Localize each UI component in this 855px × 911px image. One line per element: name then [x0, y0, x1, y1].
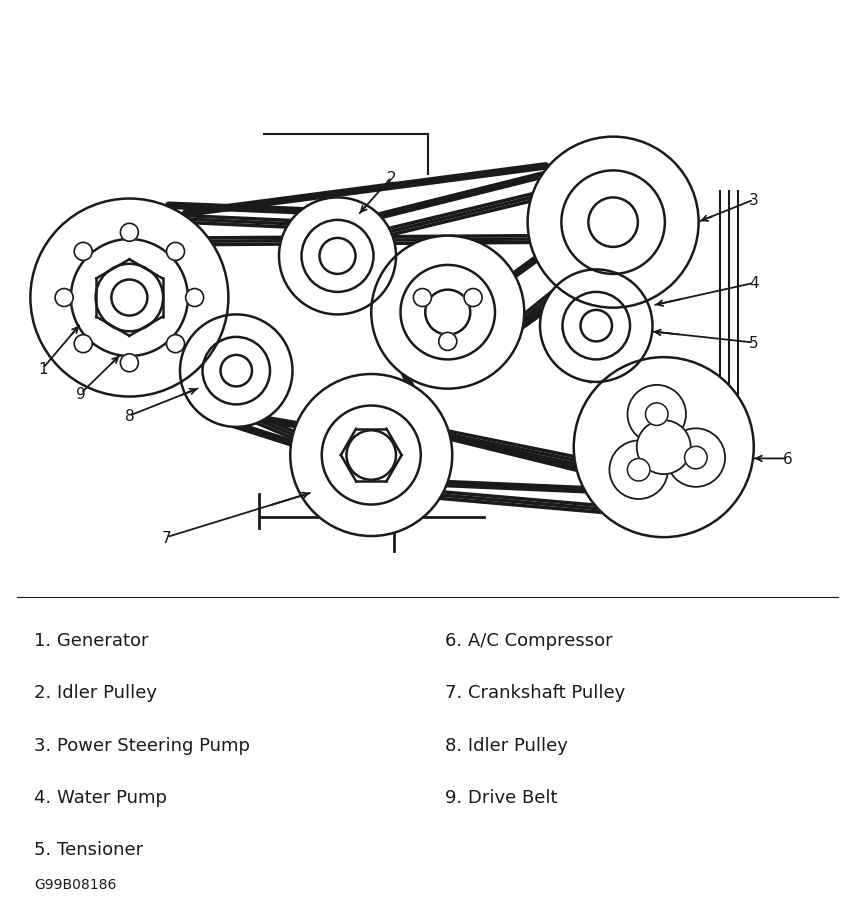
- Circle shape: [425, 291, 470, 335]
- Text: 4: 4: [749, 276, 758, 292]
- Circle shape: [464, 289, 482, 307]
- Text: 2. Idler Pulley: 2. Idler Pulley: [34, 683, 157, 701]
- Circle shape: [610, 441, 668, 499]
- Text: 6: 6: [782, 452, 793, 466]
- Circle shape: [439, 333, 457, 351]
- Circle shape: [414, 289, 432, 307]
- Circle shape: [581, 311, 612, 342]
- Circle shape: [320, 239, 356, 274]
- Circle shape: [180, 315, 292, 427]
- Text: 5. Tensioner: 5. Tensioner: [34, 840, 144, 858]
- Circle shape: [279, 199, 396, 315]
- Circle shape: [400, 266, 495, 360]
- Text: 5: 5: [749, 335, 758, 351]
- Circle shape: [55, 289, 74, 307]
- Circle shape: [346, 431, 396, 480]
- Text: 2: 2: [386, 170, 397, 186]
- Text: 1. Generator: 1. Generator: [34, 631, 149, 650]
- Circle shape: [167, 243, 185, 261]
- Circle shape: [540, 270, 652, 383]
- Text: G99B08186: G99B08186: [34, 877, 116, 891]
- Circle shape: [302, 220, 374, 292]
- Text: 3: 3: [749, 193, 758, 208]
- Text: 6. A/C Compressor: 6. A/C Compressor: [445, 631, 612, 650]
- Circle shape: [74, 335, 92, 353]
- Circle shape: [628, 459, 650, 481]
- Circle shape: [685, 446, 707, 469]
- Circle shape: [321, 406, 421, 505]
- Circle shape: [667, 429, 725, 487]
- Circle shape: [74, 243, 92, 261]
- Circle shape: [290, 374, 452, 537]
- Circle shape: [121, 354, 139, 373]
- Circle shape: [646, 404, 668, 426]
- Circle shape: [574, 358, 754, 537]
- Circle shape: [203, 338, 270, 405]
- Circle shape: [121, 224, 139, 242]
- Circle shape: [563, 292, 630, 360]
- Circle shape: [528, 138, 699, 308]
- Text: 7: 7: [162, 530, 171, 545]
- Text: 9: 9: [76, 386, 86, 401]
- Circle shape: [111, 281, 147, 316]
- Circle shape: [167, 335, 185, 353]
- Circle shape: [562, 171, 665, 274]
- Text: 8: 8: [125, 409, 134, 424]
- Text: 7. Crankshaft Pulley: 7. Crankshaft Pulley: [445, 683, 625, 701]
- Text: 9. Drive Belt: 9. Drive Belt: [445, 788, 557, 806]
- Circle shape: [371, 236, 524, 389]
- Text: 4. Water Pump: 4. Water Pump: [34, 788, 168, 806]
- Circle shape: [588, 199, 638, 248]
- Circle shape: [31, 200, 228, 397]
- Circle shape: [186, 289, 203, 307]
- Circle shape: [71, 240, 188, 356]
- Text: 3. Power Steering Pump: 3. Power Steering Pump: [34, 736, 251, 753]
- Text: 8. Idler Pulley: 8. Idler Pulley: [445, 736, 568, 753]
- Text: 1: 1: [38, 362, 48, 376]
- Circle shape: [628, 385, 686, 444]
- Circle shape: [637, 421, 691, 475]
- Circle shape: [96, 264, 163, 332]
- Circle shape: [221, 355, 252, 387]
